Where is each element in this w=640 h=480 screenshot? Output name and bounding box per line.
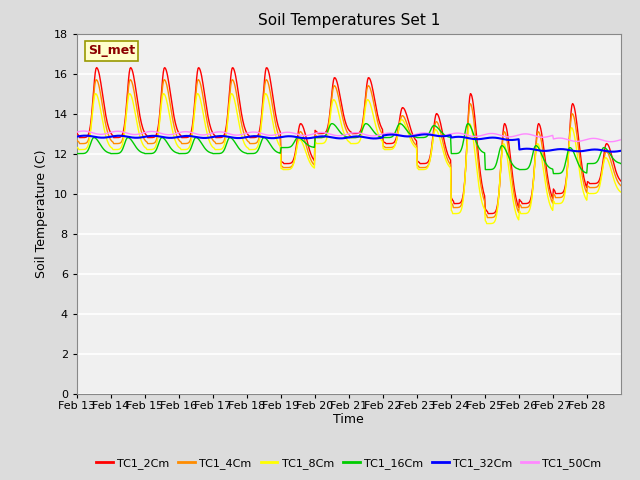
TC1_50Cm (436, 133, 444, 139)
TC1_16Cm (406, 131, 413, 136)
TC1_4Cm (262, 77, 270, 83)
TC1_32Cm (609, 149, 617, 155)
Line: TC1_50Cm: TC1_50Cm (77, 131, 621, 142)
TC1_32Cm (405, 133, 413, 139)
TC1_50Cm (406, 133, 413, 139)
TC1_32Cm (436, 133, 444, 139)
TC1_50Cm (607, 139, 614, 144)
TC1_2Cm (264, 68, 272, 73)
TC1_16Cm (73, 151, 81, 156)
TC1_8Cm (483, 221, 491, 227)
TC1_32Cm (237, 135, 244, 141)
Text: SI_met: SI_met (88, 44, 135, 58)
TC1_32Cm (422, 132, 429, 137)
TC1_8Cm (262, 91, 269, 96)
TC1_2Cm (617, 178, 625, 184)
TC1_32Cm (137, 134, 145, 140)
TC1_4Cm (484, 215, 492, 220)
TC1_50Cm (237, 132, 245, 137)
TC1_16Cm (284, 144, 292, 150)
TC1_2Cm (73, 130, 81, 136)
TC1_8Cm (73, 144, 81, 150)
TC1_2Cm (93, 65, 100, 71)
X-axis label: Time: Time (333, 413, 364, 426)
TC1_4Cm (264, 81, 272, 86)
TC1_8Cm (436, 136, 444, 142)
Line: TC1_32Cm: TC1_32Cm (77, 134, 621, 152)
Line: TC1_8Cm: TC1_8Cm (77, 94, 621, 224)
TC1_32Cm (617, 148, 625, 154)
TC1_16Cm (436, 128, 444, 133)
TC1_8Cm (617, 189, 625, 195)
TC1_8Cm (406, 134, 413, 140)
TC1_8Cm (264, 96, 272, 102)
TC1_16Cm (550, 171, 557, 177)
TC1_32Cm (284, 133, 292, 139)
TC1_4Cm (617, 183, 625, 189)
TC1_4Cm (237, 116, 244, 122)
TC1_2Cm (406, 122, 413, 128)
TC1_4Cm (285, 165, 292, 170)
TC1_16Cm (264, 137, 271, 143)
TC1_16Cm (137, 149, 145, 155)
TC1_50Cm (138, 131, 145, 136)
TC1_32Cm (264, 135, 271, 141)
TC1_8Cm (237, 128, 244, 134)
TC1_50Cm (80, 128, 88, 134)
Line: TC1_2Cm: TC1_2Cm (77, 68, 621, 214)
Y-axis label: Soil Temperature (C): Soil Temperature (C) (35, 149, 48, 278)
TC1_2Cm (285, 161, 292, 167)
TC1_8Cm (285, 167, 292, 172)
TC1_8Cm (137, 136, 145, 142)
Line: TC1_16Cm: TC1_16Cm (77, 124, 621, 174)
TC1_2Cm (436, 118, 444, 124)
TC1_16Cm (328, 121, 336, 127)
TC1_50Cm (285, 130, 292, 135)
TC1_16Cm (617, 161, 625, 167)
TC1_4Cm (436, 127, 444, 132)
TC1_2Cm (237, 110, 245, 116)
TC1_4Cm (73, 137, 81, 143)
TC1_50Cm (264, 132, 272, 138)
TC1_16Cm (237, 147, 244, 153)
TC1_32Cm (73, 134, 81, 140)
TC1_4Cm (406, 129, 413, 135)
Line: TC1_4Cm: TC1_4Cm (77, 80, 621, 217)
TC1_50Cm (617, 137, 625, 143)
TC1_2Cm (138, 120, 145, 126)
TC1_50Cm (73, 129, 81, 135)
Legend: TC1_2Cm, TC1_4Cm, TC1_8Cm, TC1_16Cm, TC1_32Cm, TC1_50Cm: TC1_2Cm, TC1_4Cm, TC1_8Cm, TC1_16Cm, TC1… (92, 453, 606, 473)
TC1_4Cm (137, 126, 145, 132)
Title: Soil Temperatures Set 1: Soil Temperatures Set 1 (258, 13, 440, 28)
TC1_2Cm (484, 211, 492, 216)
